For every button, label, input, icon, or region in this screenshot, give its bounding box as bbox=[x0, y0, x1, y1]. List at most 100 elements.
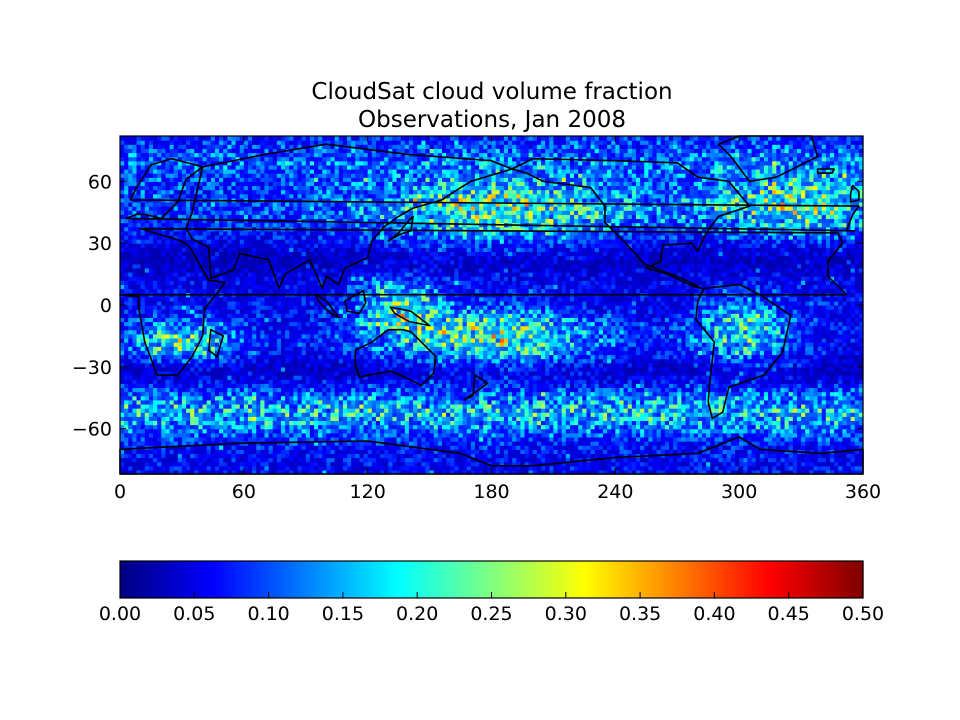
heatmap-cell bbox=[747, 428, 753, 434]
heatmap-cell bbox=[359, 420, 365, 426]
heatmap-cell bbox=[792, 453, 798, 459]
heatmap-cell bbox=[829, 362, 835, 368]
heatmap-cell bbox=[660, 432, 666, 438]
heatmap-cell bbox=[165, 465, 171, 471]
heatmap-cell bbox=[483, 449, 488, 454]
heatmap-cell bbox=[569, 445, 575, 450]
heatmap-cell bbox=[491, 399, 497, 405]
heatmap-cell bbox=[177, 375, 183, 380]
heatmap-cell bbox=[668, 461, 674, 467]
heatmap-cell bbox=[161, 461, 167, 467]
heatmap-cell bbox=[685, 395, 691, 401]
heatmap-cell bbox=[520, 457, 526, 463]
heatmap-cell bbox=[186, 428, 191, 434]
heatmap-cell bbox=[173, 387, 179, 393]
heatmap-cell bbox=[338, 399, 344, 405]
heatmap-cell bbox=[652, 420, 658, 426]
heatmap-cell bbox=[524, 436, 530, 442]
heatmap-cell bbox=[388, 469, 394, 475]
heatmap-cell bbox=[747, 453, 753, 459]
heatmap-cell bbox=[194, 370, 200, 376]
heatmap-cell bbox=[408, 432, 414, 438]
heatmap-cell bbox=[759, 412, 765, 417]
heatmap-cell bbox=[524, 408, 530, 413]
heatmap-cell bbox=[429, 379, 435, 384]
heatmap-cell bbox=[689, 387, 695, 393]
heatmap-cell bbox=[136, 391, 142, 397]
heatmap-cell bbox=[355, 408, 361, 413]
heatmap-cell bbox=[173, 408, 179, 413]
heatmap-cell bbox=[421, 412, 427, 417]
heatmap-cell bbox=[813, 453, 819, 459]
heatmap-cell bbox=[404, 436, 410, 442]
heatmap-cell bbox=[186, 432, 191, 438]
heatmap-cell bbox=[735, 424, 740, 430]
heatmap-cell bbox=[739, 465, 744, 471]
heatmap-cell bbox=[689, 391, 695, 397]
heatmap-cell bbox=[772, 362, 777, 368]
heatmap-cell bbox=[697, 379, 703, 384]
heatmap-cell bbox=[520, 428, 526, 434]
heatmap-cell bbox=[594, 412, 600, 417]
heatmap-cell bbox=[181, 391, 187, 397]
heatmap-cell bbox=[772, 449, 777, 454]
heatmap-cell bbox=[718, 399, 724, 405]
heatmap-cell bbox=[264, 457, 270, 463]
heatmap-cell bbox=[834, 465, 839, 471]
heatmap-cell bbox=[214, 399, 220, 405]
heatmap-cell bbox=[268, 465, 274, 471]
heatmap-cell bbox=[710, 366, 715, 372]
heatmap-cell bbox=[466, 428, 472, 434]
heatmap-cell bbox=[408, 436, 414, 442]
heatmap-cell bbox=[652, 399, 658, 405]
heatmap-cell bbox=[256, 465, 261, 471]
heatmap-cell bbox=[318, 403, 323, 409]
heatmap-cell bbox=[590, 362, 596, 368]
heatmap-cell bbox=[194, 416, 200, 422]
heatmap-cell bbox=[693, 395, 699, 401]
heatmap-cell bbox=[499, 395, 505, 401]
heatmap-cell bbox=[569, 416, 575, 422]
heatmap-cell bbox=[512, 416, 517, 422]
heatmap-cell bbox=[673, 399, 678, 405]
heatmap-cell bbox=[681, 457, 687, 463]
heatmap-cell bbox=[252, 387, 257, 393]
heatmap-cell bbox=[590, 383, 596, 389]
heatmap-cell bbox=[474, 403, 480, 409]
heatmap-cell bbox=[792, 469, 798, 475]
heatmap-cell bbox=[722, 436, 728, 442]
heatmap-cell bbox=[202, 391, 208, 397]
heatmap-cell bbox=[635, 420, 641, 426]
heatmap-cell bbox=[631, 416, 637, 422]
heatmap-cell bbox=[648, 445, 654, 450]
heatmap-cell bbox=[268, 395, 274, 401]
heatmap-cell bbox=[640, 420, 645, 426]
heatmap-cell bbox=[780, 420, 786, 426]
heatmap-cell bbox=[124, 408, 129, 413]
heatmap-cell bbox=[388, 391, 394, 397]
heatmap-cell bbox=[371, 461, 377, 467]
heatmap-cell bbox=[714, 375, 720, 380]
heatmap-cell bbox=[231, 445, 237, 450]
heatmap-cell bbox=[685, 453, 691, 459]
heatmap-cell bbox=[714, 403, 720, 409]
heatmap-cell bbox=[602, 391, 608, 397]
heatmap-cell bbox=[735, 449, 740, 454]
heatmap-cell bbox=[541, 358, 546, 364]
heatmap-cell bbox=[384, 445, 389, 450]
heatmap-cell bbox=[829, 465, 835, 471]
heatmap-cell bbox=[347, 465, 352, 471]
heatmap-cell bbox=[276, 420, 282, 426]
heatmap-cell bbox=[384, 387, 389, 393]
heatmap-cell bbox=[128, 383, 133, 389]
heatmap-cell bbox=[124, 420, 129, 426]
heatmap-cell bbox=[375, 457, 381, 463]
heatmap-cell bbox=[301, 436, 307, 442]
heatmap-cell bbox=[817, 379, 823, 384]
heatmap-cell bbox=[776, 408, 782, 413]
heatmap-cell bbox=[693, 453, 699, 459]
heatmap-cell bbox=[161, 379, 167, 384]
heatmap-cell bbox=[458, 420, 464, 426]
heatmap-cell bbox=[664, 399, 670, 405]
heatmap-cell bbox=[338, 424, 344, 430]
